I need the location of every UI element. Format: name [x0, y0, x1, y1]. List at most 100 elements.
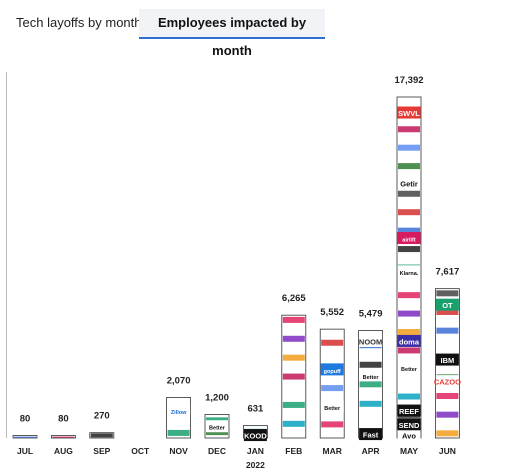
value-label-aug: 80 [58, 414, 69, 425]
value-label-sep: 270 [94, 411, 110, 422]
logo-stripe-aug [52, 436, 75, 438]
logo-ot: OT [442, 301, 453, 310]
logo-stripe-may [398, 144, 420, 151]
logo-stripe-may [398, 292, 420, 299]
logo-ibm: IBM [441, 356, 455, 365]
logo-airlift: airlift [402, 238, 416, 244]
logo-stripe-may [398, 227, 420, 234]
logo-stripe-may [398, 310, 420, 317]
logo-stripe-may [398, 393, 420, 400]
logo-stripe-mar [321, 421, 344, 428]
logo-stripe-jul [14, 436, 36, 438]
x-tick-mar: MAR [323, 446, 342, 456]
logo-bg-kood [243, 429, 267, 442]
tab-tech-layoffs-by-month[interactable]: Tech layoffs by month [16, 15, 142, 30]
logo-labels-group: Zillow Better KOOD Better gopuff NOOM Better Fa… [167, 106, 461, 442]
x-tick-jun: JUN [439, 446, 456, 456]
logo-avo: Avo [402, 432, 416, 441]
logo-gopuff: gopuff [324, 369, 341, 375]
logo-stripe-may [398, 329, 420, 336]
logo-stripe-feb [282, 316, 305, 323]
x-tick-nov: NOV [169, 446, 188, 456]
logo-bg-zillow [167, 404, 191, 417]
x-tick-jul: JUL [17, 446, 33, 456]
logo-reef: REEF [399, 407, 419, 416]
logo-zillow: Zillow [171, 410, 187, 416]
value-label-dec: 1,200 [205, 392, 229, 403]
x-tick-jan: JAN [247, 446, 264, 456]
logo-stripe-jun [436, 430, 459, 437]
logo-kood: KOOD [244, 432, 267, 441]
logo-stripe-nov [167, 429, 190, 436]
x-tick-oct: OCT [131, 446, 150, 456]
logo-stripe-feb [282, 335, 305, 342]
logo-fast: Fast [363, 431, 379, 440]
value-labels-group: 80 80 270 2,070 1,200 631 6,265 5,552 5,479 17,39… [20, 75, 460, 425]
logo-better: Better [363, 375, 380, 381]
value-label-nov: 2,070 [167, 375, 191, 386]
logo-stripe-sep [90, 433, 113, 438]
logo-bg-fast [359, 428, 383, 441]
logo-better: Better [209, 426, 226, 432]
x-tick-aug: AUG [54, 446, 73, 456]
logo-bg-better [205, 420, 229, 433]
logo-stripe-apr [359, 361, 382, 368]
logo-stripe-mar [321, 339, 344, 346]
x-tick-may: MAY [400, 446, 418, 456]
logo-bg-send [397, 418, 421, 431]
bars-group [12, 96, 460, 439]
logo-bg-swvl [397, 106, 421, 119]
logo-stripe-mar [321, 385, 344, 392]
logo-getir: Getir [400, 180, 418, 189]
logo-cazoo: CAZOO [434, 378, 461, 387]
value-label-jan: 631 [247, 404, 264, 415]
logo-better: Better [401, 367, 418, 373]
logo-better: Better [324, 406, 341, 412]
logo-stripe-jun [436, 392, 459, 399]
value-label-jun: 7,617 [436, 267, 460, 278]
value-label-mar: 5,552 [320, 307, 344, 318]
logo-stripe-may [398, 347, 420, 354]
logo-bg-ot [435, 298, 459, 311]
logo-bg-better [397, 361, 421, 374]
logo-bg-airlift [397, 232, 421, 245]
x-tick-apr: APR [362, 446, 380, 456]
value-label-may: 17,392 [394, 75, 423, 86]
logo-stripe-feb [282, 354, 305, 361]
x-tick-year: 2022 [246, 460, 265, 470]
bar-chart: Zillow Better KOOD Better gopuff NOOM Better Fa… [6, 72, 461, 470]
logo-bg-cazoo [435, 375, 459, 388]
logo-bg-klarna [397, 265, 421, 278]
logo-stripe-may [398, 190, 420, 197]
logo-doma: doma [399, 337, 420, 346]
x-tick-dec: DEC [208, 446, 226, 456]
logo-stripe-feb [282, 420, 305, 427]
logo-bg-ibm [435, 353, 459, 366]
tab-employees-impacted-by-month[interactable]: Employees impacted by month [139, 9, 325, 58]
logo-bg-avo [397, 429, 421, 442]
logo-swvl: SWVL [398, 109, 420, 118]
logo-bg-reef [397, 404, 421, 417]
logo-stripe-may [398, 246, 420, 253]
logo-stripe-may [398, 209, 420, 216]
logo-stripe-may [398, 126, 420, 133]
value-label-feb: 6,265 [282, 293, 306, 304]
logo-stripe-feb [282, 373, 305, 380]
x-tick-sep: SEP [93, 446, 110, 456]
logo-stripe-feb [282, 401, 305, 408]
logo-stripe-apr [359, 400, 382, 407]
logo-stripe-jun [436, 411, 459, 418]
value-label-jul: 80 [20, 414, 31, 425]
logo-bg-gopuff [320, 363, 344, 376]
logo-stripe-apr [359, 381, 382, 388]
x-tick-labels-group: JUL AUG SEP OCT NOV DEC JAN FEB MAR APR MAY JUN 2022 [17, 446, 456, 470]
bar-mar [319, 328, 345, 439]
logo-bg-better [320, 400, 344, 413]
logo-stripe-may [398, 163, 420, 170]
logo-bg-noom [359, 334, 383, 347]
logo-noom: NOOM [359, 337, 382, 346]
logo-bg-better [359, 369, 383, 382]
value-label-apr: 5,479 [359, 309, 383, 320]
tab-bar: Tech layoffs by month Employees impacted… [0, 0, 528, 58]
logo-stripe-jun [436, 308, 459, 315]
